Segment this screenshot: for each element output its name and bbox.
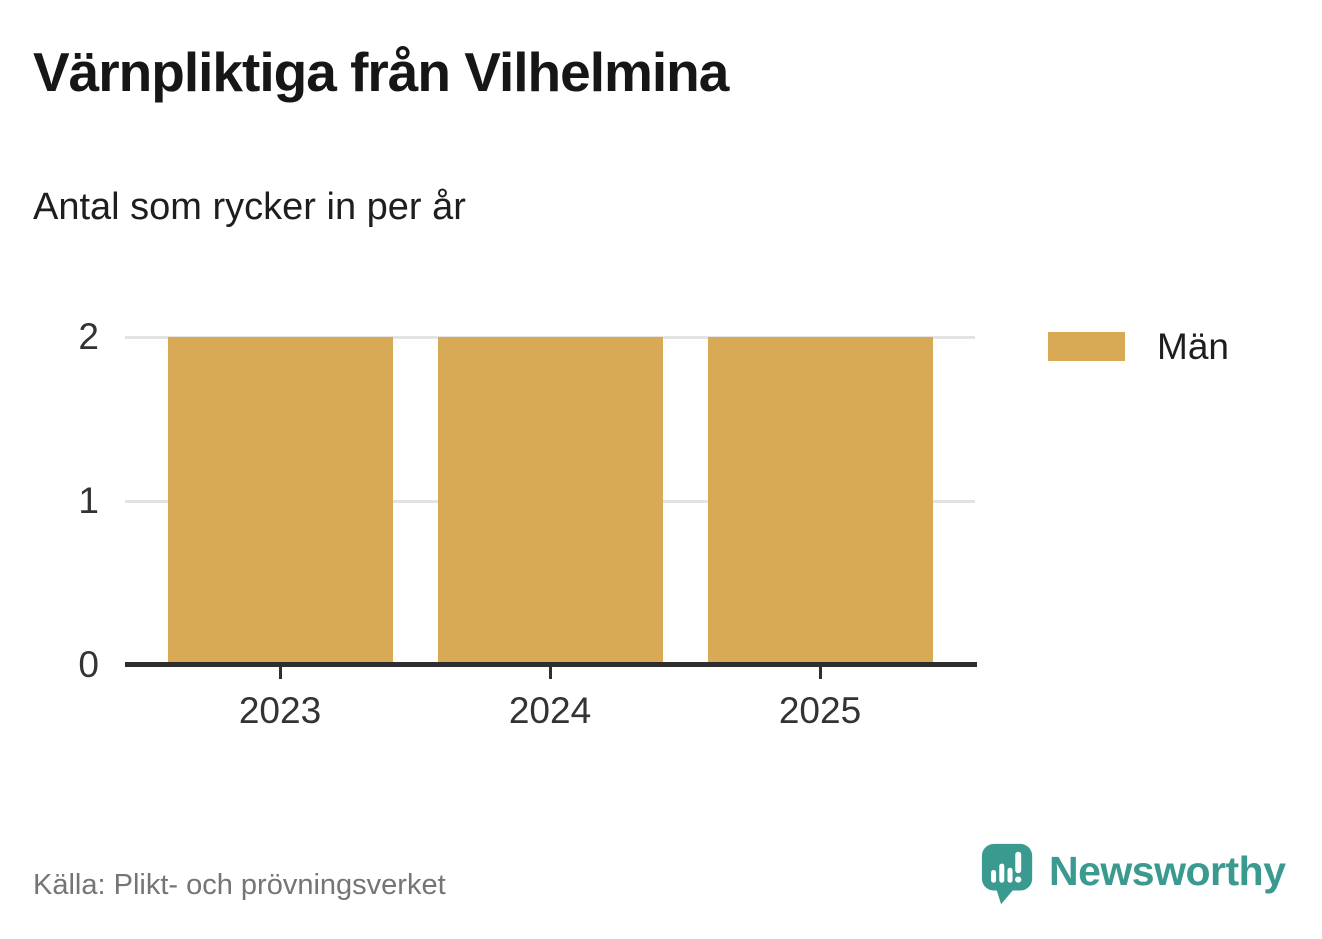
bar-2025 <box>707 337 933 665</box>
y-axis-tick-label: 1 <box>78 480 99 521</box>
legend: Män <box>1048 328 1229 365</box>
legend-swatch-man <box>1048 332 1125 361</box>
newsworthy-branding: Newsworthy <box>981 843 1286 907</box>
chart-title: Värnpliktiga från Vilhelmina <box>33 41 729 103</box>
x-axis-tick-label: 2025 <box>778 690 862 731</box>
bar-2023 <box>167 337 393 665</box>
newsworthy-logo-icon <box>981 843 1033 905</box>
y-axis-tick-label: 0 <box>78 644 99 685</box>
x-axis-tick-label: 2023 <box>238 690 322 731</box>
source-note: Källa: Plikt- och prövningsverket <box>33 869 446 901</box>
x-axis-tick-label: 2024 <box>508 690 592 731</box>
legend-label-man: Män <box>1157 326 1229 367</box>
y-axis-tick-label: 2 <box>78 316 99 357</box>
x-axis-tick <box>818 667 822 679</box>
x-axis-tick <box>548 667 552 679</box>
bar-2024 <box>437 337 663 665</box>
newsworthy-wordmark: Newsworthy <box>1049 847 1286 894</box>
chart-subtitle: Antal som rycker in per år <box>33 186 466 228</box>
x-axis-line <box>125 662 977 667</box>
x-axis-tick <box>278 667 282 679</box>
